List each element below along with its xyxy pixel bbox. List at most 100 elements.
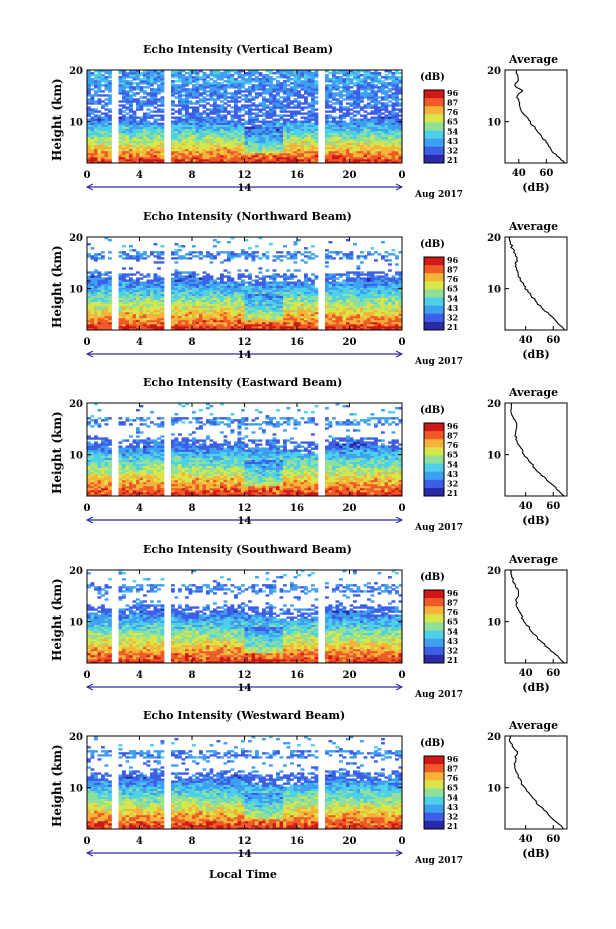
heatmap-cell <box>255 156 259 160</box>
heatmap-cell <box>248 134 252 138</box>
heatmap-cell <box>143 144 147 148</box>
heatmap-cell <box>255 146 259 150</box>
heatmap-cell <box>160 152 165 156</box>
heatmap-cell <box>143 116 147 119</box>
heatmap-cell <box>374 92 378 95</box>
heatmap-cell <box>335 128 340 131</box>
heatmap-cell <box>108 90 112 93</box>
heatmap-cell <box>213 80 217 83</box>
colorbar-segment <box>424 128 444 131</box>
heatmap-cell <box>360 114 364 117</box>
heatmap-cell <box>178 249 182 252</box>
heatmap-cell <box>314 86 319 89</box>
heatmap-cell <box>136 92 140 95</box>
heatmap-cell <box>136 317 140 321</box>
heatmap-cell <box>171 112 175 115</box>
heatmap-cell <box>234 130 238 134</box>
heatmap-cell <box>153 138 158 142</box>
heatmap-cell <box>181 118 186 121</box>
heatmap-cell <box>174 128 179 131</box>
heatmap-cell <box>290 146 294 150</box>
heatmap-cell <box>139 156 144 160</box>
heatmap-cell <box>265 140 270 144</box>
heatmap-cell <box>262 279 266 282</box>
heatmap-cell <box>258 281 263 284</box>
heatmap-cell <box>132 313 137 317</box>
heatmap-cell <box>90 325 95 329</box>
heatmap-cell <box>325 84 329 87</box>
heatmap-cell <box>101 128 105 131</box>
heatmap-cell <box>272 130 277 134</box>
heatmap-cell <box>297 122 301 125</box>
heatmap-cell <box>346 96 350 99</box>
heatmap-cell <box>146 295 151 298</box>
heatmap-cell <box>122 317 126 321</box>
heatmap-cell <box>367 120 371 123</box>
heatmap-cell <box>146 148 151 152</box>
heatmap-cell <box>244 281 249 284</box>
heatmap-cell <box>97 116 102 119</box>
heatmap-cell <box>279 102 284 105</box>
heatmap-cell <box>262 283 266 286</box>
heatmap-cell <box>328 126 333 129</box>
heatmap-cell <box>185 146 189 150</box>
heatmap-cell <box>122 277 126 280</box>
heatmap-cell <box>160 295 165 298</box>
heatmap-cell <box>136 259 140 262</box>
heatmap-cell <box>90 144 95 148</box>
heatmap-cell <box>258 120 263 123</box>
heatmap-cell <box>157 287 161 290</box>
heatmap-cell <box>118 160 123 164</box>
heatmap-cell <box>251 116 256 119</box>
heatmap-cell <box>283 88 287 91</box>
heatmap-cell <box>97 138 102 142</box>
heatmap-cell <box>157 86 161 89</box>
heatmap-cell <box>241 156 245 160</box>
heatmap-cell <box>227 132 231 136</box>
heatmap-cell <box>237 124 242 127</box>
heatmap-cell <box>272 138 277 142</box>
heatmap-cell <box>227 295 231 298</box>
heatmap-cell <box>136 150 140 154</box>
heatmap-cell <box>297 158 301 162</box>
heatmap-cell <box>244 315 249 319</box>
heatmap-cell <box>213 142 217 146</box>
heatmap-cell <box>132 303 137 307</box>
heatmap-cell <box>360 152 364 156</box>
heatmap-cell <box>370 130 375 134</box>
heatmap-cell <box>227 130 231 134</box>
heatmap-cell <box>220 124 224 127</box>
heatmap-cell <box>132 112 137 115</box>
heatmap-cell <box>346 156 350 160</box>
heatmap-cell <box>209 98 214 101</box>
heatmap-cell <box>356 138 361 142</box>
heatmap-cell <box>178 319 182 323</box>
heatmap-cell <box>290 148 294 152</box>
heatmap-cell <box>174 146 179 150</box>
heatmap-cell <box>181 283 186 286</box>
heatmap-cell <box>90 289 95 292</box>
heatmap-cell <box>395 86 399 89</box>
heatmap-cell <box>314 84 319 87</box>
heatmap-cell <box>150 321 154 325</box>
heatmap-cell <box>234 96 238 99</box>
heatmap-cell <box>143 317 147 321</box>
heatmap-cell <box>97 150 102 154</box>
heatmap-cell <box>230 305 235 309</box>
heatmap-cell <box>227 291 231 294</box>
heatmap-cell <box>384 94 389 97</box>
heatmap-cell <box>227 70 231 73</box>
heatmap-cell <box>143 319 147 323</box>
heatmap-cell <box>244 94 249 97</box>
heatmap-cell <box>171 92 175 95</box>
heatmap-cell <box>101 301 105 305</box>
heatmap-cell <box>398 124 403 127</box>
heatmap-cell <box>160 114 165 117</box>
heatmap-cell <box>181 156 186 160</box>
heatmap-cell <box>129 150 133 154</box>
heatmap-cell <box>311 132 315 136</box>
heatmap-cell <box>90 118 95 121</box>
heatmap-cell <box>230 110 235 113</box>
heatmap-cell <box>339 124 343 127</box>
heatmap-cell <box>108 94 112 97</box>
